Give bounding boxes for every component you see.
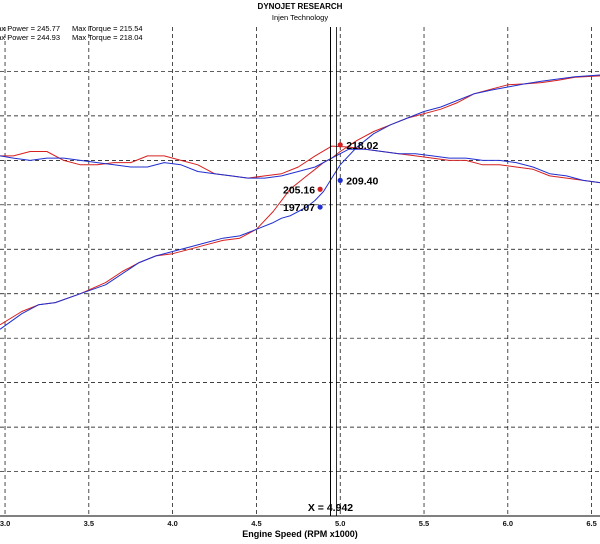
series-line-red [0,145,600,184]
cursor-label: X = 4.942 [308,502,353,514]
series-line-red [0,75,600,326]
value-label: 218.02 [346,140,378,152]
legend-max-torque-1: Max Torque = 215.54 [72,24,143,33]
x-tick-label: 3.5 [84,519,94,528]
cursor-group: X = 4.942 [308,27,353,516]
x-tick-label: 5.5 [419,519,429,528]
series-line-blue [0,74,600,330]
marker-dot-blue [317,204,323,210]
x-tick-label: 6.0 [503,519,513,528]
x-tick-label: 3.0 [0,519,10,528]
x-tick-label: 4.0 [167,519,177,528]
legend: Max Power = 245.77 Max Torque = 215.54 M… [0,24,143,42]
series-group [0,74,600,330]
value-label: 205.16 [283,184,315,196]
legend-max-torque-2: Max Torque = 218.04 [72,33,143,42]
marker-dot-blue [337,177,343,183]
series-line-blue [0,148,600,184]
annotation-group: 218.02 205.16 209.40 197.07 [283,140,379,214]
chart-subtitle: Injen Technology [271,13,329,22]
grid [0,27,600,517]
x-tick-label: 6.5 [586,519,596,528]
x-tick-group: 3.0 3.5 4.0 4.5 5.0 5.5 6.0 6.5 [0,519,597,528]
x-tick-label: 4.5 [251,519,261,528]
legend-max-power-2: Max Power = 244.93 [0,33,60,42]
marker-dot-red [337,142,343,148]
chart-title: DYNOJET RESEARCH [257,2,343,11]
x-axis-label: Engine Speed (RPM x1000) [242,529,358,539]
marker-dot-red [317,186,323,192]
x-tick-label: 5.0 [335,519,345,528]
value-label: 197.07 [283,202,315,214]
legend-max-power-1: Max Power = 245.77 [0,24,60,33]
value-label: 209.40 [346,175,378,187]
legend-row-1: Max Power = 245.77 Max Torque = 215.54 [0,24,143,33]
legend-row-2: Max Power = 244.93 Max Torque = 218.04 [0,33,143,42]
